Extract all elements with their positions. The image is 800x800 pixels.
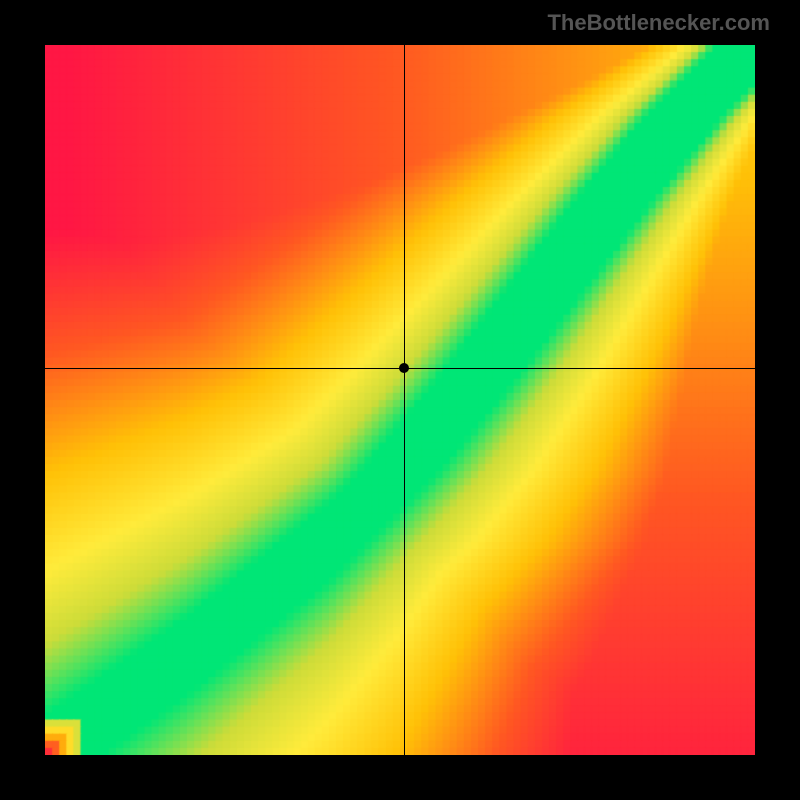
watermark-text: TheBottlenecker.com — [547, 10, 770, 36]
data-point-marker — [399, 363, 409, 373]
crosshair-vertical — [404, 45, 405, 755]
bottleneck-heatmap — [45, 45, 755, 755]
heatmap-canvas — [45, 45, 755, 755]
